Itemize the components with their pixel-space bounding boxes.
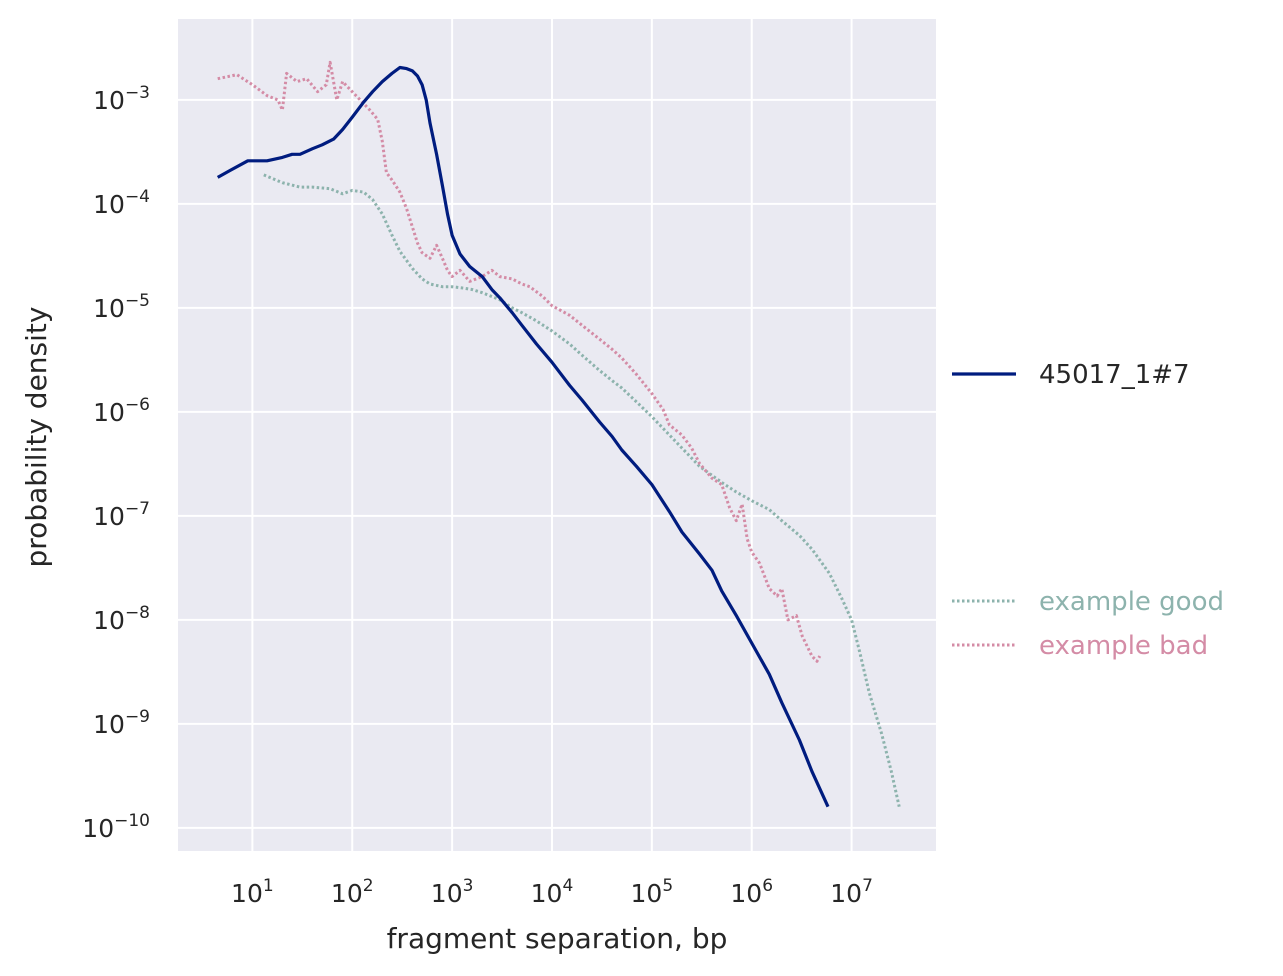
y-tick-label: 10−4	[93, 187, 150, 219]
y-axis-label: probability density	[20, 307, 53, 568]
series-layer	[216, 60, 901, 808]
y-tick-label: 10−8	[93, 603, 150, 635]
x-tick-label: 102	[331, 876, 374, 908]
y-tick-label: 10−7	[93, 499, 150, 531]
gridlines	[178, 19, 936, 851]
series-line-example-bad	[217, 60, 822, 663]
y-tick-labels: 10−3 10−4 10−5 10−6 10−7 10−8 10−9 10−10	[82, 83, 150, 843]
x-axis-label: fragment separation, bp	[387, 922, 728, 955]
series-line-45017-1-7	[216, 65, 830, 808]
plot-area	[178, 19, 936, 851]
x-tick-label: 104	[531, 876, 574, 908]
y-tick-label: 10−3	[93, 83, 150, 115]
y-tick-label: 10−10	[82, 811, 150, 843]
y-tick-label: 10−9	[93, 707, 150, 739]
x-tick-label: 101	[231, 876, 274, 908]
x-tick-label: 106	[730, 876, 773, 908]
y-tick-label: 10−6	[93, 395, 150, 427]
x-tick-label: 107	[830, 876, 873, 908]
legend-label: example good	[1039, 587, 1224, 617]
x-tick-label: 105	[631, 876, 674, 908]
x-tick-label: 103	[431, 876, 474, 908]
x-tick-labels: 101 102 103 104 105 106 107	[231, 876, 873, 908]
legend-label: example bad	[1039, 631, 1208, 661]
legend-label: 45017_1#7	[1039, 360, 1190, 390]
y-tick-label: 10−5	[93, 291, 150, 323]
